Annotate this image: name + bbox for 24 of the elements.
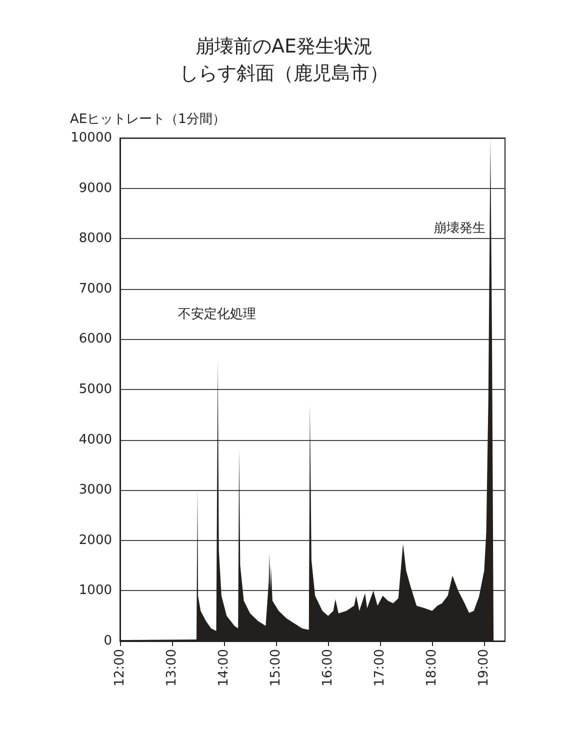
annotation: 崩壊発生 <box>433 221 486 236</box>
y-tick-label: 0 <box>104 634 112 648</box>
y-tick-label: 6000 <box>78 332 112 347</box>
chart-subtitle: しらす斜面（鹿児島市） <box>180 62 388 84</box>
x-tick-label: 13:00 <box>164 649 180 686</box>
chart-title: 崩壊前のAE発生状況 <box>195 36 373 58</box>
y-tick-label: 8000 <box>78 231 112 246</box>
y-tick-label: 1000 <box>78 583 112 598</box>
y-tick-label: 9000 <box>78 180 112 196</box>
x-tick-label: 16:00 <box>320 649 336 686</box>
y-axis-title: AEヒットレート（1分間） <box>70 112 226 127</box>
x-tick-label: 14:00 <box>216 649 232 686</box>
x-tick-label: 18:00 <box>424 649 440 686</box>
y-tick-label: 10000 <box>70 130 112 146</box>
x-tick-label: 15:00 <box>268 649 284 686</box>
y-tick-label: 5000 <box>78 382 112 397</box>
annotation: 不安定化処理 <box>178 306 256 322</box>
y-tick-label: 7000 <box>78 281 112 296</box>
x-tick-label: 17:00 <box>372 649 388 686</box>
y-tick-label: 4000 <box>78 432 112 448</box>
y-tick-label: 3000 <box>78 482 112 498</box>
x-tick-label: 12:00 <box>112 649 128 686</box>
y-tick-label: 2000 <box>78 532 112 548</box>
x-tick-label: 19:00 <box>476 649 492 686</box>
